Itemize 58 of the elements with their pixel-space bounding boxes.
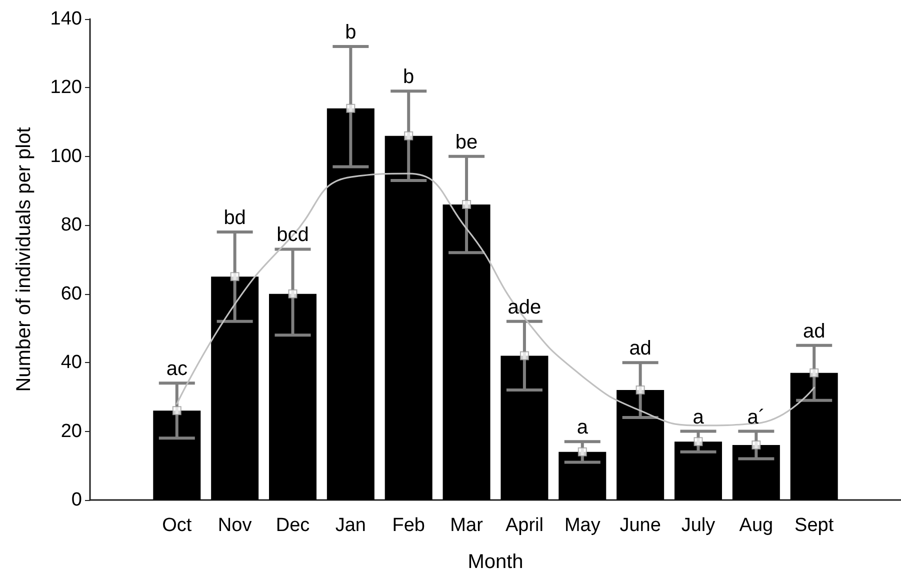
bar bbox=[500, 356, 548, 500]
bar bbox=[732, 445, 780, 500]
annotation: bd bbox=[224, 207, 246, 230]
point bbox=[288, 289, 298, 298]
point bbox=[230, 272, 240, 282]
point bbox=[752, 440, 761, 450]
x-tick-label: Aug bbox=[739, 515, 774, 536]
bar bbox=[442, 204, 490, 500]
point bbox=[636, 386, 645, 395]
y-tick-label: 60 bbox=[60, 283, 82, 304]
y-tick-label: 140 bbox=[50, 8, 82, 30]
annotation: b bbox=[345, 21, 356, 44]
bar bbox=[326, 108, 374, 500]
annotation: bcd bbox=[276, 224, 309, 246]
y-tick-label: 0 bbox=[71, 490, 82, 510]
y-tick-label: 100 bbox=[50, 146, 82, 167]
x-tick-label: Sept bbox=[794, 515, 834, 536]
point bbox=[346, 104, 356, 113]
bar bbox=[384, 136, 432, 500]
annotation: be bbox=[455, 131, 478, 154]
point bbox=[578, 447, 587, 456]
x-tick-label: Dec bbox=[276, 515, 310, 536]
annotation: b bbox=[403, 66, 414, 88]
bar bbox=[558, 452, 606, 500]
bar bbox=[616, 390, 664, 500]
annotation: a bbox=[576, 416, 589, 439]
annotation: ac bbox=[166, 358, 188, 380]
x-tick-label: June bbox=[620, 515, 661, 536]
point bbox=[810, 368, 819, 378]
x-axis-title: Month bbox=[468, 551, 524, 573]
y-axis-title: Number of individuals per plot bbox=[13, 126, 35, 392]
annotation: ad bbox=[629, 338, 652, 360]
y-tick-label: 80 bbox=[60, 214, 82, 236]
point bbox=[694, 437, 703, 446]
annotation: a´ bbox=[747, 406, 766, 428]
point bbox=[462, 200, 472, 210]
x-tick-label: April bbox=[505, 515, 544, 536]
x-tick-label: July bbox=[681, 515, 716, 536]
x-tick-label: Feb bbox=[392, 515, 425, 536]
y-tick-label: 40 bbox=[60, 352, 82, 374]
point bbox=[404, 131, 414, 140]
annotation: ade bbox=[508, 296, 542, 318]
x-tick-label: Nov bbox=[218, 515, 252, 536]
bar bbox=[211, 276, 259, 500]
x-tick-label: May bbox=[564, 515, 601, 536]
point bbox=[172, 406, 182, 416]
annotation: ad bbox=[802, 320, 826, 342]
x-tick-label: Oct bbox=[162, 515, 192, 536]
x-tick-label: Mar bbox=[450, 515, 484, 536]
bar bbox=[269, 294, 316, 500]
bar bbox=[674, 442, 722, 500]
annotation: a bbox=[692, 406, 705, 428]
point bbox=[520, 351, 529, 360]
y-tick-label: 20 bbox=[60, 420, 82, 442]
y-tick-label: 120 bbox=[50, 77, 82, 98]
bar bbox=[153, 410, 201, 500]
bar bbox=[790, 372, 838, 500]
x-tick-label: Jan bbox=[335, 515, 366, 536]
